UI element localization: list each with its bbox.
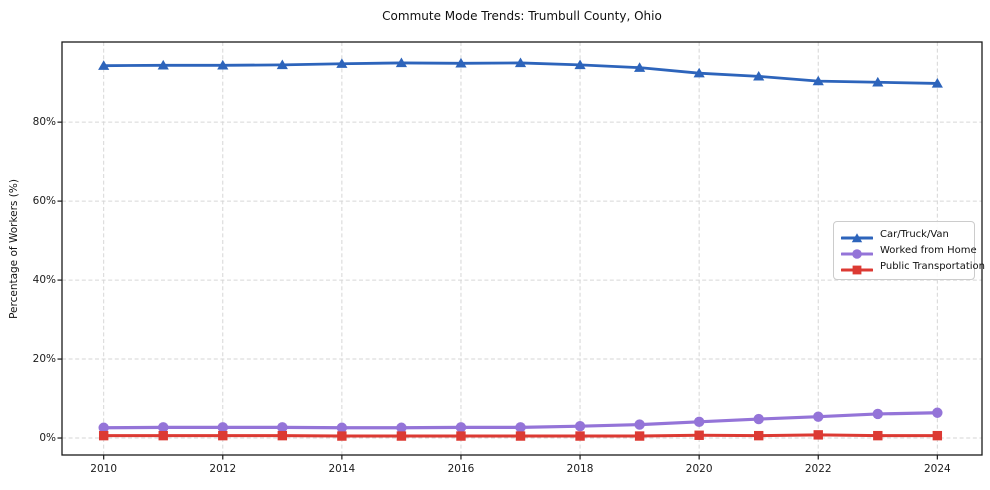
legend-label: Public Transportation [880,261,985,272]
data-marker [753,70,765,81]
data-marker [158,430,168,441]
data-marker [277,422,288,433]
data-marker [157,59,169,70]
data-marker [218,430,228,441]
data-marker [574,420,586,432]
x-tick-label: 2014 [328,463,356,475]
data-marker [693,67,705,78]
data-marker [456,431,466,441]
data-marker [277,430,288,441]
data-marker [336,58,348,68]
data-marker [872,76,884,87]
data-marker [575,431,585,441]
data-marker [514,57,527,68]
x-tick-label: 2010 [90,463,118,475]
data-marker [276,59,288,70]
circle-marker-icon [852,248,862,259]
legend: Car/Truck/Van Worked from Home Public Tran… [833,221,985,280]
legend-item: Worked from Home [840,243,977,259]
data-marker [753,413,764,425]
data-marker [98,422,109,433]
data-marker [158,422,169,433]
legend-item: Car/Truck/Van [840,227,966,242]
legend-circle-swatch [840,245,874,259]
chart-title: Commute Mode Trends: Trumbull County, Oh… [382,9,662,23]
data-marker [396,431,407,441]
y-tick-label: 0% [39,432,56,445]
data-marker [932,430,943,441]
data-marker [98,60,110,70]
data-marker [813,430,823,440]
legend-item: Public Transportation [840,259,985,274]
y-tick-label: 60% [32,195,56,208]
x-tick-label: 2018 [566,463,594,475]
data-marker [395,57,408,68]
data-marker [217,59,229,70]
legend-label: Worked from Home [880,245,977,256]
x-tick-label: 2024 [923,463,951,475]
data-marker [217,422,228,433]
data-marker [753,430,764,441]
data-marker [931,78,943,88]
data-marker [813,411,824,422]
y-tick-label: 20% [32,353,56,366]
square-marker-icon [852,265,862,274]
data-marker [634,62,646,72]
x-tick-label: 2016 [447,463,475,475]
data-marker [515,422,526,433]
legend-square-swatch [840,261,874,274]
data-marker [455,57,467,68]
triangle-marker-icon [851,232,863,242]
data-marker [574,59,586,70]
data-marker [694,430,704,440]
x-tick-label: 2020 [685,463,713,475]
data-marker [693,416,705,428]
data-marker [812,75,824,86]
y-tick-label: 40% [32,274,56,287]
y-tick-label: 80% [32,116,56,129]
data-marker [872,408,883,420]
data-marker [634,431,645,441]
data-marker [396,422,407,433]
legend-triangle-swatch [840,229,874,242]
x-tick-label: 2012 [209,463,237,475]
data-marker [98,430,109,441]
data-marker [515,431,526,441]
x-tick-label: 2022 [804,463,832,475]
data-marker [455,422,467,433]
legend-label: Car/Truck/Van [880,229,949,240]
data-marker [337,431,347,441]
data-marker [873,430,883,441]
data-marker [336,422,348,433]
data-marker [932,407,943,418]
plot-border [61,41,983,456]
data-marker [634,419,645,430]
